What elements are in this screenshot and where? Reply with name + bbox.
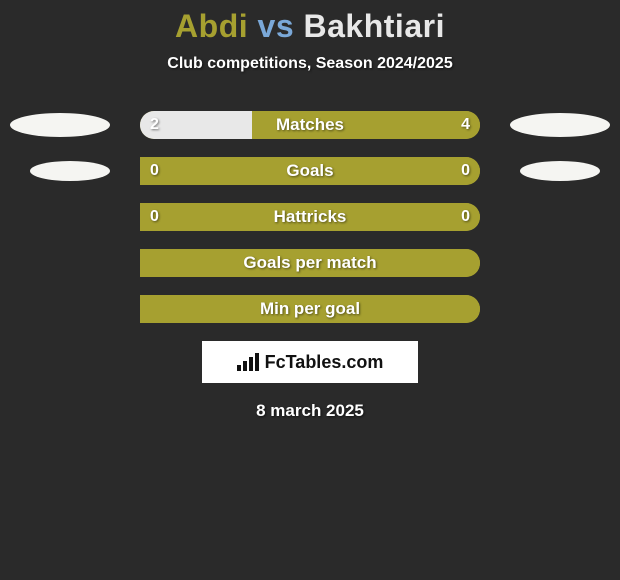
player2-name: Bakhtiari bbox=[304, 8, 445, 44]
subtitle: Club competitions, Season 2024/2025 bbox=[0, 55, 620, 73]
logo-text: FcTables.com bbox=[265, 352, 384, 373]
stat-bar-right-fill bbox=[252, 111, 480, 139]
stat-rows: Matches24 Goals00 Hattricks00 Goals per mat… bbox=[0, 111, 620, 323]
stat-row: Hattricks00 bbox=[0, 203, 620, 231]
logo-box: FcTables.com bbox=[202, 341, 418, 383]
date-label: 8 march 2025 bbox=[0, 401, 620, 421]
stat-bar-track bbox=[140, 295, 480, 323]
stat-bar-right-fill bbox=[140, 249, 480, 277]
stat-row: Min per goal bbox=[0, 295, 620, 323]
player1-badge bbox=[30, 161, 110, 181]
stat-bar-right-fill bbox=[140, 157, 480, 185]
stat-row: Goals00 bbox=[0, 157, 620, 185]
stat-bar-track bbox=[140, 203, 480, 231]
bar-chart-icon bbox=[237, 353, 259, 371]
stat-bar-track bbox=[140, 111, 480, 139]
player2-badge bbox=[520, 161, 600, 181]
stat-bar-left-fill bbox=[140, 111, 252, 139]
page-title: Abdi vs Bakhtiari bbox=[0, 8, 620, 45]
vs-label: vs bbox=[258, 8, 295, 44]
stat-bar-right-fill bbox=[140, 295, 480, 323]
comparison-card: Abdi vs Bakhtiari Club competitions, Sea… bbox=[0, 0, 620, 580]
stat-bar-right-fill bbox=[140, 203, 480, 231]
stat-bar-track bbox=[140, 157, 480, 185]
stat-bar-track bbox=[140, 249, 480, 277]
stat-row: Goals per match bbox=[0, 249, 620, 277]
player1-badge bbox=[10, 113, 110, 137]
stat-row: Matches24 bbox=[0, 111, 620, 139]
player2-badge bbox=[510, 113, 610, 137]
player1-name: Abdi bbox=[175, 8, 248, 44]
